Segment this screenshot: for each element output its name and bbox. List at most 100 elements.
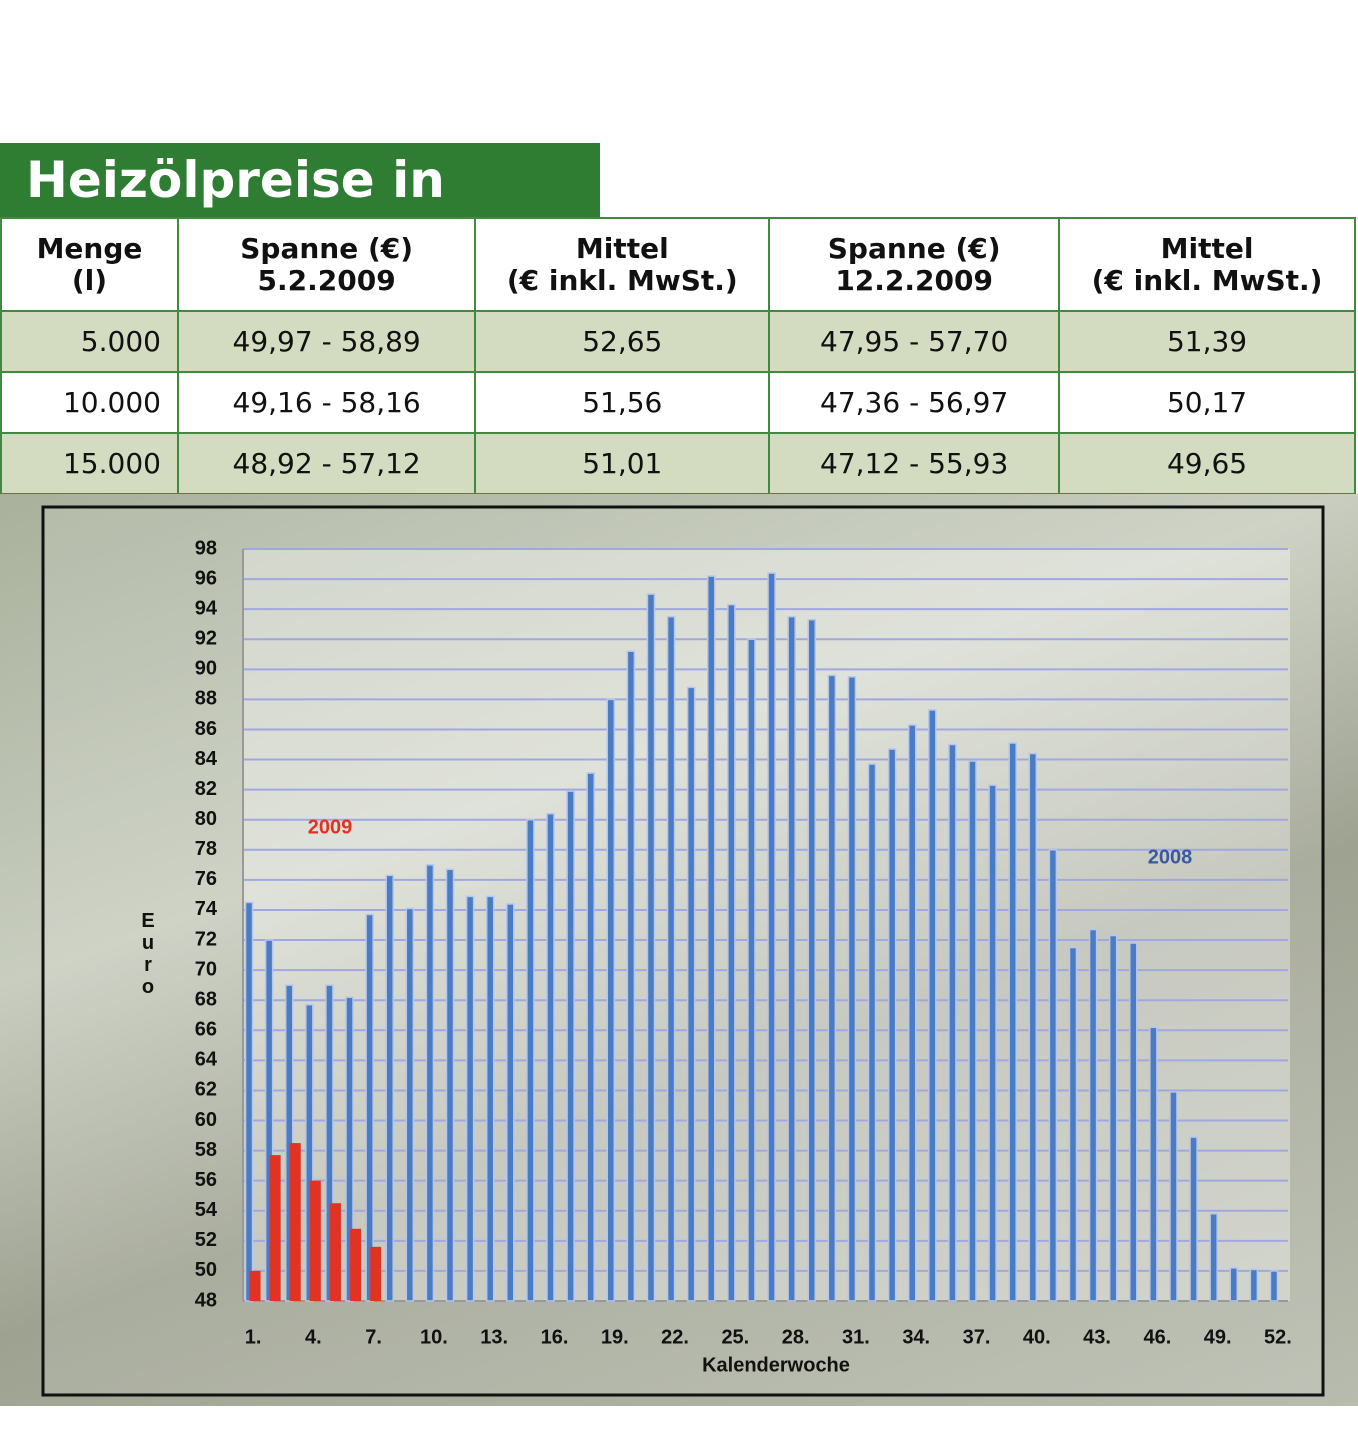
bar [1229,1267,1239,1302]
y-tick-label: 48 [195,1289,217,1311]
y-tick-label: 74 [195,898,218,920]
bar [445,868,455,1302]
table-cell: 47,36 - 56,97 [768,371,1061,434]
bar [546,812,555,1302]
bar [329,1203,341,1301]
table-cell: 50,17 [1058,371,1356,434]
y-tick-label: 88 [195,688,217,710]
x-tick-label: 25. [721,1326,749,1348]
x-tick-label: 16. [541,1326,569,1348]
x-tick-label: 10. [420,1326,448,1348]
header-line: (€ inkl. MwSt.) [1091,263,1323,297]
header-line: Menge [36,231,143,265]
bar [264,939,274,1302]
header-cell: Spanne (€) 5.2.2009 [176,217,477,312]
bar [325,984,334,1302]
y-tick-label: 68 [195,988,217,1010]
bar [686,686,696,1302]
bar [747,638,756,1302]
bar [1269,1270,1279,1302]
bar [907,724,917,1302]
bar [506,903,515,1302]
x-tick-label: 13. [480,1326,508,1348]
bar [827,674,837,1302]
x-tick-label: 34. [902,1326,930,1348]
title: Heizölpreise in Berlin [0,143,600,283]
x-tick-label: 43. [1083,1326,1111,1348]
header-line: Mittel [1160,231,1254,265]
table-cell: 10.000 [0,371,179,434]
x-tick-label: 7. [365,1326,382,1348]
bar [485,895,495,1302]
bar [867,763,877,1302]
bar [887,748,897,1302]
bar [1149,1026,1158,1302]
bar [646,593,656,1302]
bar [305,1003,314,1302]
bar [566,790,575,1302]
y-tick-label: 76 [195,868,217,890]
table-cell: 51,56 [474,371,771,434]
y-tick-label: 94 [195,597,218,619]
table-cell: 5.000 [0,310,179,373]
bar [928,709,937,1302]
y-tick-label: 90 [195,658,217,680]
bar [350,1228,362,1301]
bar [727,603,736,1302]
bar [626,650,636,1302]
bar [1048,849,1058,1302]
y-tick-label: 66 [195,1019,217,1041]
bar [1189,1136,1198,1302]
bar [1249,1268,1259,1302]
bar [707,575,716,1302]
y-tick-label: 92 [195,628,217,650]
y-tick-label: 96 [195,567,217,589]
bar [988,784,997,1302]
x-tick-label: 4. [305,1326,322,1348]
header-line: Mittel [575,231,669,265]
legend-label: 2009 [308,816,353,838]
bar [1108,934,1118,1302]
bar [968,760,977,1302]
table-cell: 51,01 [474,432,771,495]
bar [385,874,394,1302]
table-cell: 49,16 - 58,16 [176,371,477,434]
header-cell: Mittel (€ inkl. MwSt.) [1058,217,1356,312]
bar [1169,1091,1178,1302]
bar [586,772,595,1302]
bar [666,615,676,1302]
bar [244,901,254,1302]
y-tick-label: 70 [195,958,217,980]
x-tick-label: 46. [1143,1326,1171,1348]
y-tick-label: 80 [195,808,217,830]
bar [289,1143,301,1301]
table-cell: 49,97 - 58,89 [176,310,477,373]
table-cell: 48,92 - 57,12 [176,432,477,495]
y-tick-label: 50 [195,1259,217,1281]
table-row: 5.000 49,97 - 58,89 52,65 47,95 - 57,70 51,3… [0,310,1356,373]
table-cell: 49,65 [1058,432,1356,495]
x-tick-label: 19. [601,1326,629,1348]
bar [767,572,776,1302]
y-tick-label: 72 [195,928,217,950]
header-line: Spanne (€) [827,231,1001,265]
header-line: (l) [71,263,108,297]
bar [1129,942,1138,1302]
bar [405,907,415,1302]
header-row: Menge (l) Spanne (€) 5.2.2009 Mittel (€ inkl.… [0,217,1356,312]
y-tick-label: 84 [195,748,218,770]
bar [1008,742,1017,1302]
y-tick-label: 52 [195,1229,217,1251]
table-cell: 51,39 [1058,310,1356,373]
y-tick-label: 56 [195,1169,217,1191]
bar [948,743,957,1302]
x-tick-label: 49. [1204,1326,1232,1348]
y-tick-label: 64 [195,1049,218,1071]
y-tick-label: 58 [195,1139,217,1161]
header-cell: Spanne (€) 12.2.2009 [768,217,1061,312]
legend-label: 2008 [1148,846,1193,868]
bar [465,895,475,1302]
bar [425,864,435,1302]
